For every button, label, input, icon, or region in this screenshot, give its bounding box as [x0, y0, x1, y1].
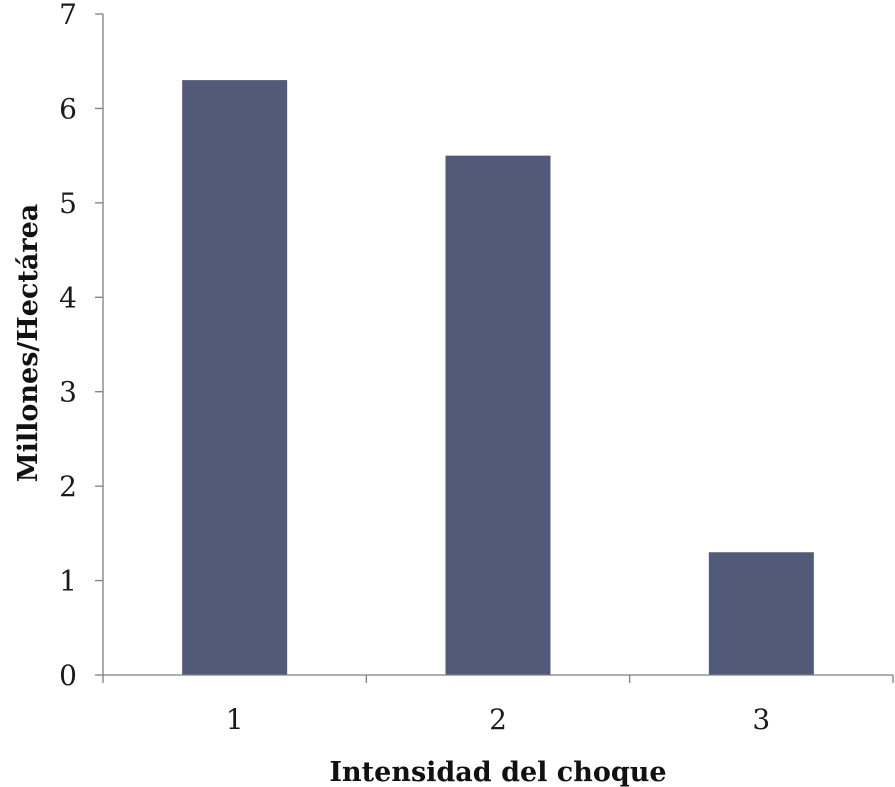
y-tick-label: 0: [59, 659, 77, 692]
x-ticks-group: 1 2 3: [102, 675, 894, 736]
bar-1: [182, 80, 288, 676]
bar-2: [445, 155, 551, 676]
y-tick-label: 1: [59, 565, 77, 598]
y-ticks-group: 0 1 2 3 4 5 6 7: [59, 0, 103, 692]
x-tick-label: 2: [489, 703, 507, 736]
y-tick-label: 3: [59, 376, 77, 409]
y-tick-label: 5: [59, 187, 77, 220]
bars-group: [182, 80, 814, 676]
x-tick-label: 1: [226, 703, 244, 736]
x-tick-label: 3: [752, 703, 770, 736]
y-axis-title: Millones/Hectárea: [13, 204, 44, 483]
y-tick-label: 6: [59, 92, 77, 125]
y-tick-label: 2: [59, 470, 77, 503]
y-tick-label: 7: [59, 0, 77, 31]
bar-3: [708, 552, 814, 675]
y-tick-label: 4: [59, 281, 77, 314]
x-axis-title: Intensidad del choque: [329, 757, 666, 787]
